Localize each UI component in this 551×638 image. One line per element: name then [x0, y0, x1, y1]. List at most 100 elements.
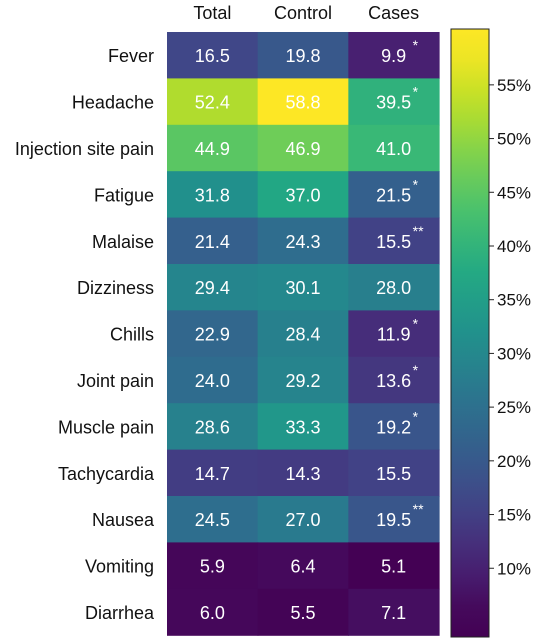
cell-value-label: 28.0: [376, 278, 411, 298]
row-label: Joint pain: [77, 371, 154, 391]
colorbar-gradient: [450, 28, 490, 638]
heatmap-cell: [348, 356, 440, 404]
significance-marker: **: [413, 501, 424, 517]
significance-marker: *: [413, 408, 419, 424]
colorbar-tick-label: 35%: [497, 291, 531, 310]
heatmap-cell: [167, 588, 259, 636]
colorbar-tick-label: 20%: [497, 452, 531, 471]
heatmap-cell: [348, 449, 440, 497]
cell-value-label: 24.3: [285, 232, 320, 252]
significance-marker: *: [413, 176, 419, 192]
row-label: Diarrhea: [85, 603, 155, 623]
cell-value-label: 16.5: [195, 46, 230, 66]
cell-value-label: 29.4: [195, 278, 230, 298]
column-header: Total: [193, 3, 231, 23]
row-labels: Fever Headache Injection site pain Fatigue M…: [15, 46, 155, 623]
cell-value-label: 11.9: [377, 325, 411, 345]
heatmap-cell: [348, 310, 440, 358]
row-label: Muscle pain: [58, 417, 154, 437]
colorbar-tick-label: 25%: [497, 398, 531, 417]
cell-value-label: 29.2: [285, 371, 320, 391]
column-labels: Total Control Cases: [193, 3, 419, 23]
cell-value-label: 19.8: [285, 46, 320, 66]
significance-marker: *: [413, 84, 419, 100]
cell-value-label: 13.6: [376, 371, 411, 391]
cell-value-label: 14.7: [195, 464, 230, 484]
heatmap-cell: [257, 496, 349, 543]
row-label: Dizziness: [77, 278, 154, 298]
heatmap-cell: [257, 217, 349, 265]
heatmap-cell: [348, 542, 440, 590]
cell-value-label: 5.5: [290, 603, 315, 623]
cell-value-label: 58.8: [285, 93, 320, 113]
cell-value-label: 39.5: [376, 93, 411, 113]
significance-marker: **: [413, 223, 424, 239]
heatmap-cell: [257, 356, 349, 404]
row-label: Nausea: [92, 510, 155, 530]
colorbar-tick-label: 10%: [497, 559, 531, 578]
row-label: Malaise: [92, 232, 154, 252]
cell-value-label: 19.2: [376, 417, 411, 437]
heatmap-cell: [348, 32, 440, 79]
row-label: Tachycardia: [58, 464, 155, 484]
significance-marker: *: [413, 362, 419, 378]
colorbar: 10% 15% 20% 25% 30% 35% 40% 45% 50% 55%: [450, 28, 531, 638]
cell-value-label: 21.4: [195, 232, 230, 252]
heatmap-cell: [257, 588, 349, 636]
heatmap-cell: [257, 171, 349, 219]
heatmap-cell: [257, 124, 349, 172]
heatmap-cell: [348, 171, 440, 219]
significance-marker: *: [413, 316, 419, 332]
heatmap-cell: [257, 310, 349, 358]
cell-value-label: 28.4: [285, 325, 320, 345]
heatmap-cell: [348, 588, 440, 636]
row-label: Fatigue: [94, 185, 154, 205]
heatmap-cell: [348, 264, 440, 311]
heatmap-cell: [257, 542, 349, 590]
heatmap-cell: [167, 217, 259, 265]
heatmap-cell: [257, 78, 349, 126]
heatmap-cell: [167, 124, 259, 172]
row-label: Fever: [108, 46, 154, 66]
cell-value-label: 15.5: [376, 464, 411, 484]
row-label: Injection site pain: [15, 139, 154, 159]
heatmap-cell: [167, 403, 259, 451]
cell-value-label: 33.3: [285, 417, 320, 437]
heatmap-cell: [257, 264, 349, 311]
heatmap-cell: [348, 78, 440, 126]
cell-value-label: 5.1: [381, 557, 406, 577]
column-header: Control: [274, 3, 332, 23]
cell-value-label: 22.9: [195, 325, 230, 345]
cell-value-label: 21.5: [376, 185, 411, 205]
cell-value-label: 6.4: [290, 557, 315, 577]
cell-value-label: 52.4: [195, 93, 230, 113]
heatmap-cell: [167, 32, 259, 79]
colorbar-tick-label: 55%: [497, 76, 531, 95]
cell-value-label: 46.9: [285, 139, 320, 159]
colorbar-tick-label: 40%: [497, 237, 531, 256]
cell-value-label: 27.0: [285, 510, 320, 530]
cell-value-label: 37.0: [285, 185, 320, 205]
cell-value-label: 44.9: [195, 139, 230, 159]
colorbar-tick-label: 50%: [497, 130, 531, 149]
heatmap-cells: 16.5 19.8 9.9*52.4 58.8 39.5*44.9 46.9 41.031.…: [167, 32, 440, 636]
heatmap-cell: [167, 171, 259, 219]
heatmap-cell: [257, 403, 349, 451]
heatmap-cell: [257, 32, 349, 79]
heatmap-cell: [167, 496, 259, 543]
cell-value-label: 31.8: [195, 185, 230, 205]
heatmap-cell: [167, 310, 259, 358]
cell-value-label: 24.5: [195, 510, 230, 530]
cell-value-label: 24.0: [195, 371, 230, 391]
cell-value-label: 14.3: [285, 464, 320, 484]
cell-value-label: 15.5: [376, 232, 411, 252]
heatmap-cell: [167, 264, 259, 311]
row-label: Chills: [110, 325, 154, 345]
column-header: Cases: [368, 3, 419, 23]
cell-value-label: 19.5: [376, 510, 411, 530]
significance-marker: *: [413, 37, 419, 53]
cell-value-label: 41.0: [376, 139, 411, 159]
cell-value-label: 7.1: [381, 603, 406, 623]
cell-value-label: 5.9: [200, 557, 225, 577]
